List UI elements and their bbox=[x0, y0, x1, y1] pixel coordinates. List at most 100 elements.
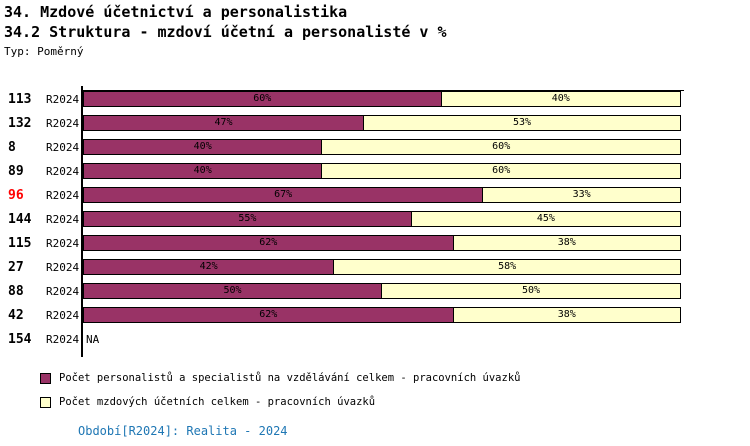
value-label: 60% bbox=[492, 141, 511, 152]
stacked-bar: 40% 60% bbox=[83, 163, 681, 179]
value-label: 58% bbox=[498, 261, 517, 272]
legend-item: Počet personalistů a specialistů na vzdě… bbox=[40, 366, 520, 390]
chart-legend: Počet personalistů a specialistů na vzdě… bbox=[40, 366, 520, 414]
report-type-label: Typ: Poměrný bbox=[4, 45, 84, 58]
category-label: 88 bbox=[8, 283, 24, 299]
bar-zone: 67% 33% bbox=[83, 187, 681, 203]
bar-segment-accountants: 58% bbox=[334, 260, 680, 274]
period-label: R2024 bbox=[46, 332, 80, 346]
legend-label-personalists: Počet personalistů a specialistů na vzdě… bbox=[59, 372, 521, 384]
bar-segment-accountants: 38% bbox=[453, 308, 680, 322]
bar-segment-personalists: 55% bbox=[84, 212, 412, 226]
chart-row: 8 R2024 40% 60% bbox=[0, 135, 750, 159]
bar-zone: 47% 53% bbox=[83, 115, 681, 131]
stacked-bar: 62% 38% bbox=[83, 235, 681, 251]
bar-zone: 42% 58% bbox=[83, 259, 681, 275]
period-label: R2024 bbox=[46, 212, 80, 226]
value-label: 40% bbox=[193, 165, 212, 176]
chart-row: 96 R2024 67% 33% bbox=[0, 183, 750, 207]
bar-zone: 62% 38% bbox=[83, 235, 681, 251]
stacked-bar: 47% 53% bbox=[83, 115, 681, 131]
chart-row: 88 R2024 50% 50% bbox=[0, 279, 750, 303]
y-axis-line bbox=[81, 86, 83, 357]
value-label: 50% bbox=[521, 285, 541, 296]
bar-segment-personalists: 62% bbox=[84, 308, 454, 322]
bar-segment-accountants: 38% bbox=[453, 236, 680, 250]
value-label: 42% bbox=[199, 261, 218, 272]
bar-zone: 40% 60% bbox=[83, 163, 681, 179]
period-label: R2024 bbox=[46, 164, 80, 178]
period-label: R2024 bbox=[46, 260, 80, 274]
value-label: 62% bbox=[259, 237, 278, 248]
bar-segment-accountants: 33% bbox=[483, 188, 680, 202]
value-label: 50% bbox=[223, 285, 242, 296]
chart-row: 144 R2024 55% 45% bbox=[0, 207, 750, 231]
bar-segment-accountants: 60% bbox=[322, 140, 680, 154]
bar-segment-personalists: 40% bbox=[84, 164, 323, 178]
stacked-bar: 62% 38% bbox=[83, 307, 681, 323]
category-label: 115 bbox=[8, 235, 32, 251]
period-label: R2024 bbox=[46, 92, 80, 106]
bar-zone: NA bbox=[83, 333, 681, 346]
bar-zone: 50% 50% bbox=[83, 283, 681, 299]
value-label: 33% bbox=[572, 189, 591, 200]
value-label: 60% bbox=[253, 93, 272, 104]
chart-row: 115 R2024 62% 38% bbox=[0, 231, 750, 255]
bar-segment-personalists: 50% bbox=[84, 284, 382, 298]
category-label: 42 bbox=[8, 307, 24, 323]
stacked-bar: 50% 50% bbox=[83, 283, 681, 299]
chart-row: 154 R2024 NA bbox=[0, 327, 750, 351]
chart-rows: 113 R2024 60% 40% 132 R2024 47% 53% 8 R2024 40% 60%… bbox=[0, 87, 750, 351]
value-label: 40% bbox=[193, 141, 212, 152]
legend-swatch-accountants bbox=[40, 396, 51, 408]
category-label: 132 bbox=[8, 115, 32, 131]
bar-zone: 40% 60% bbox=[83, 139, 681, 155]
bar-segment-accountants: 40% bbox=[441, 92, 680, 106]
bar-segment-personalists: 42% bbox=[84, 260, 335, 274]
category-label: 8 bbox=[8, 139, 16, 155]
report-subtitle: 34.2 Struktura - mzdoví účetní a persona… bbox=[4, 23, 447, 41]
period-label: R2024 bbox=[46, 236, 80, 250]
chart-row: 42 R2024 62% 38% bbox=[0, 303, 750, 327]
period-label: R2024 bbox=[46, 140, 80, 154]
value-label: 55% bbox=[238, 213, 257, 224]
legend-item: Počet mzdových účetních celkem - pracovn… bbox=[40, 390, 520, 414]
stacked-bar: 60% 40% bbox=[83, 91, 681, 107]
chart-row: 89 R2024 40% 60% bbox=[0, 159, 750, 183]
category-label: 154 bbox=[8, 331, 32, 347]
chart-row: 27 R2024 42% 58% bbox=[0, 255, 750, 279]
value-label: 67% bbox=[274, 189, 293, 200]
period-label: R2024 bbox=[46, 308, 80, 322]
bar-segment-accountants: 60% bbox=[322, 164, 680, 178]
bar-segment-accountants: 45% bbox=[411, 212, 680, 226]
bar-segment-accountants: 50% bbox=[382, 284, 680, 298]
bar-segment-personalists: 62% bbox=[84, 236, 454, 250]
value-label: 45% bbox=[536, 213, 555, 224]
na-label: NA bbox=[86, 332, 100, 346]
value-label: 47% bbox=[214, 117, 233, 128]
category-label: 144 bbox=[8, 211, 32, 227]
bar-zone: 55% 45% bbox=[83, 211, 681, 227]
bar-zone: 60% 40% bbox=[83, 91, 681, 107]
value-label: 40% bbox=[551, 93, 570, 104]
stacked-bar: 40% 60% bbox=[83, 139, 681, 155]
chart-row: 132 R2024 47% 53% bbox=[0, 111, 750, 135]
category-label: 96 bbox=[8, 187, 24, 203]
value-label: 60% bbox=[492, 165, 511, 176]
category-label: 113 bbox=[8, 91, 32, 107]
value-label: 53% bbox=[513, 117, 532, 128]
bar-segment-personalists: 47% bbox=[84, 116, 365, 130]
bar-segment-personalists: 60% bbox=[84, 92, 442, 106]
period-footer: Období[R2024]: Realita - 2024 bbox=[78, 424, 288, 438]
report-title: 34. Mzdové účetnictví a personalistika bbox=[4, 3, 348, 21]
period-label: R2024 bbox=[46, 188, 80, 202]
stacked-bar: 55% 45% bbox=[83, 211, 681, 227]
stacked-bar: 67% 33% bbox=[83, 187, 681, 203]
period-label: R2024 bbox=[46, 284, 80, 298]
value-label: 38% bbox=[557, 237, 576, 248]
legend-swatch-personalists bbox=[40, 372, 51, 384]
plot-top-frame-line bbox=[83, 90, 684, 91]
period-label: R2024 bbox=[46, 116, 80, 130]
value-label: 62% bbox=[259, 309, 278, 320]
legend-label-accountants: Počet mzdových účetních celkem - pracovn… bbox=[59, 396, 376, 408]
